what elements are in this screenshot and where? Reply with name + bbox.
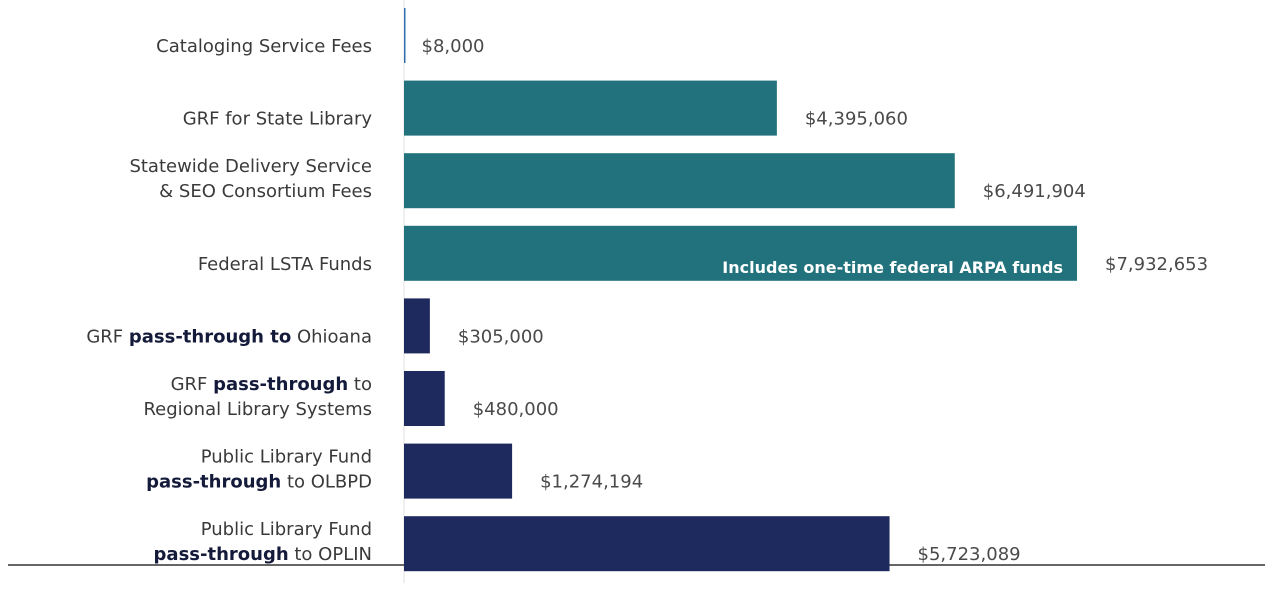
value-label: $480,000 <box>473 399 559 420</box>
category-label: Federal LSTA Funds <box>198 254 372 275</box>
bar <box>404 153 955 209</box>
label-run: Public Library Fund <box>201 519 372 540</box>
category-label: Public Library Fund <box>201 519 372 540</box>
label-run-bold: pass-through to <box>129 326 291 347</box>
value-label: $4,395,060 <box>805 109 908 130</box>
label-run: to OLBPD <box>281 472 372 493</box>
label-run: to <box>348 374 372 395</box>
bar <box>404 298 430 354</box>
category-label: GRF pass-through to <box>171 374 372 395</box>
label-run-bold: pass-through <box>154 544 289 565</box>
category-label: GRF for State Library <box>183 109 373 130</box>
value-label: $305,000 <box>458 326 544 347</box>
label-run: & SEO Consortium Fees <box>159 181 372 202</box>
bar <box>404 225 1077 281</box>
label-run: Public Library Fund <box>201 447 372 468</box>
label-run: GRF <box>171 374 214 395</box>
category-label: & SEO Consortium Fees <box>159 181 372 202</box>
category-label: Public Library Fund <box>201 447 372 468</box>
category-label: GRF pass-through to Ohioana <box>86 326 372 347</box>
label-run: GRF <box>86 326 129 347</box>
value-label: $7,932,653 <box>1105 254 1208 275</box>
label-run: to OPLIN <box>289 544 372 565</box>
bar <box>404 80 777 136</box>
label-run: GRF for State Library <box>183 109 373 130</box>
category-label: Regional Library Systems <box>143 399 372 420</box>
bar <box>404 371 445 426</box>
value-label: $5,723,089 <box>918 544 1021 565</box>
category-label: pass-through to OLBPD <box>146 472 372 493</box>
bar <box>404 8 406 63</box>
value-label: $1,274,194 <box>540 472 643 493</box>
label-run: Statewide Delivery Service <box>129 156 372 177</box>
label-run: Ohioana <box>291 326 372 347</box>
label-run-bold: pass-through <box>146 472 281 493</box>
label-run-bold: pass-through <box>213 374 348 395</box>
label-run: Regional Library Systems <box>143 399 372 420</box>
bar <box>404 516 890 572</box>
value-label: $6,491,904 <box>983 181 1086 202</box>
value-label: $8,000 <box>422 36 485 57</box>
bar <box>404 443 513 499</box>
category-label: Statewide Delivery Service <box>129 156 372 177</box>
label-run: Cataloging Service Fees <box>156 36 372 57</box>
label-run: Federal LSTA Funds <box>198 254 372 275</box>
category-label: pass-through to OPLIN <box>154 544 372 565</box>
category-label: Cataloging Service Fees <box>156 36 372 57</box>
annotation: Includes one-time federal ARPA funds <box>722 258 1063 277</box>
